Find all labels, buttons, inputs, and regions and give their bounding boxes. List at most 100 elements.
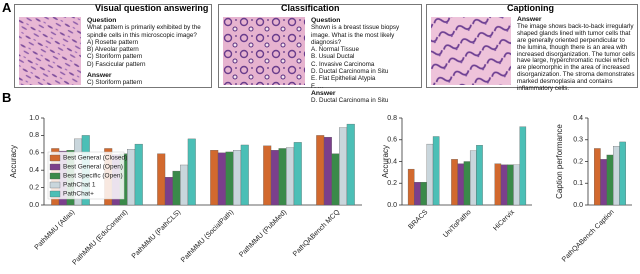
bar xyxy=(519,126,527,206)
option: C) Storiform pattern xyxy=(87,53,143,61)
bar xyxy=(51,148,60,206)
answer: D. Ductal Carcinoma in Situ xyxy=(311,97,389,105)
bar xyxy=(180,164,189,206)
bar xyxy=(217,152,226,206)
bar xyxy=(187,138,196,206)
vqa-text: Question What pattern is primarily exhib… xyxy=(87,17,207,87)
bar xyxy=(293,142,302,206)
y-tick-label: 0.1 xyxy=(573,180,583,187)
legend-label: PathChat 1 xyxy=(63,182,96,189)
bar xyxy=(233,150,242,206)
legend-label: Best Specific (Open) xyxy=(63,173,123,180)
legend-box xyxy=(47,151,125,200)
bar xyxy=(432,136,440,206)
bar xyxy=(331,153,340,206)
vqa-box: Visual question answering Question What … xyxy=(14,3,212,88)
y-tick-label: 0.6 xyxy=(387,137,397,144)
bar xyxy=(263,145,272,206)
bar xyxy=(270,150,279,206)
bar xyxy=(500,164,508,206)
bar xyxy=(619,141,626,206)
bar xyxy=(606,154,614,206)
bar xyxy=(513,164,520,206)
bar xyxy=(469,150,477,206)
bar xyxy=(210,150,219,206)
option: A) Rosette pattern xyxy=(87,38,139,46)
bar xyxy=(81,135,90,206)
bar xyxy=(225,151,234,206)
y-axis-label: Caption performance xyxy=(555,124,564,199)
bar xyxy=(346,123,355,206)
legend-swatch xyxy=(49,190,61,198)
bar xyxy=(426,143,434,206)
y-tick-label: 0.0 xyxy=(387,202,397,209)
x-tick-label: PathMMU (EduContent) xyxy=(71,209,129,267)
bar xyxy=(172,170,181,206)
option: A. Normal Tissue xyxy=(311,46,359,54)
bar xyxy=(600,159,607,206)
question: Shown is a breast tissue biopsy image. W… xyxy=(311,24,400,46)
histology-image xyxy=(223,17,305,85)
y-tick-label: 0.6 xyxy=(29,150,39,157)
bar xyxy=(66,150,75,206)
bar xyxy=(278,148,287,206)
option: D. Ductal Carcinoma in Situ xyxy=(311,68,389,76)
legend-label: Best General (Closed) xyxy=(63,155,127,162)
y-tick-label: 0.4 xyxy=(387,158,397,165)
bar xyxy=(420,182,427,206)
bar xyxy=(457,163,465,206)
bar xyxy=(451,159,458,206)
y-tick-label: 0.0 xyxy=(573,202,583,209)
x-tick-label: BRACS xyxy=(407,209,429,231)
y-tick-label: 0.4 xyxy=(573,115,583,122)
y-tick-label: 1.0 xyxy=(29,115,39,122)
bar xyxy=(104,148,113,206)
question: What pattern is primarily exhibited by t… xyxy=(87,24,201,39)
bar xyxy=(323,136,332,206)
y-tick-label: 0.2 xyxy=(573,158,583,165)
answer: C) Storiform pattern xyxy=(87,79,143,87)
bar xyxy=(613,146,620,206)
legend-swatch xyxy=(49,154,61,162)
bar xyxy=(58,150,67,206)
bar xyxy=(339,127,348,206)
bar xyxy=(119,153,128,206)
box-title: Classification xyxy=(281,3,340,13)
x-tick-label: PathMMU (SocialPath) xyxy=(180,209,235,264)
caption: The image shows back-to-back irregularly… xyxy=(517,22,635,93)
y-tick-label: 0.3 xyxy=(573,137,583,144)
bar xyxy=(286,147,295,206)
y-axis-label: Accuracy xyxy=(9,145,18,178)
panel-label: B xyxy=(2,90,12,105)
classification-text: Question Shown is a breast tissue biopsy… xyxy=(311,17,419,105)
bar xyxy=(463,161,471,206)
bar xyxy=(127,149,136,206)
classification-box: Classification Question Shown is a breas… xyxy=(218,3,422,104)
bar xyxy=(476,145,483,206)
legend-label: Best General (Open) xyxy=(63,164,123,171)
legend-swatch xyxy=(49,181,61,189)
bar xyxy=(240,144,249,206)
bar xyxy=(494,163,502,206)
legend-swatch xyxy=(49,172,61,180)
bar xyxy=(316,135,325,206)
x-tick-label: PathMMU (Atlas) xyxy=(34,209,77,252)
option: F. … xyxy=(311,82,324,90)
bar xyxy=(134,143,143,206)
box-title: Captioning xyxy=(507,3,554,13)
y-tick-label: 0.0 xyxy=(29,202,39,209)
bar xyxy=(507,164,514,206)
x-tick-label: PathQABench MCQ xyxy=(292,208,342,258)
heading: Answer xyxy=(311,89,336,97)
legend-swatch xyxy=(49,163,61,171)
option: B. Usual Ductal xyxy=(311,53,355,61)
y-axis-label: Accuracy xyxy=(381,145,390,178)
histology-image xyxy=(19,17,81,85)
heading: Question xyxy=(87,17,117,24)
legend-label: PathChat+ xyxy=(63,191,94,198)
y-tick-label: 0.2 xyxy=(387,180,397,187)
panel-label: A xyxy=(2,0,12,15)
captioning-text: Answer The image shows back-to-back irre… xyxy=(517,16,635,93)
y-tick-label: 0.2 xyxy=(29,184,39,191)
